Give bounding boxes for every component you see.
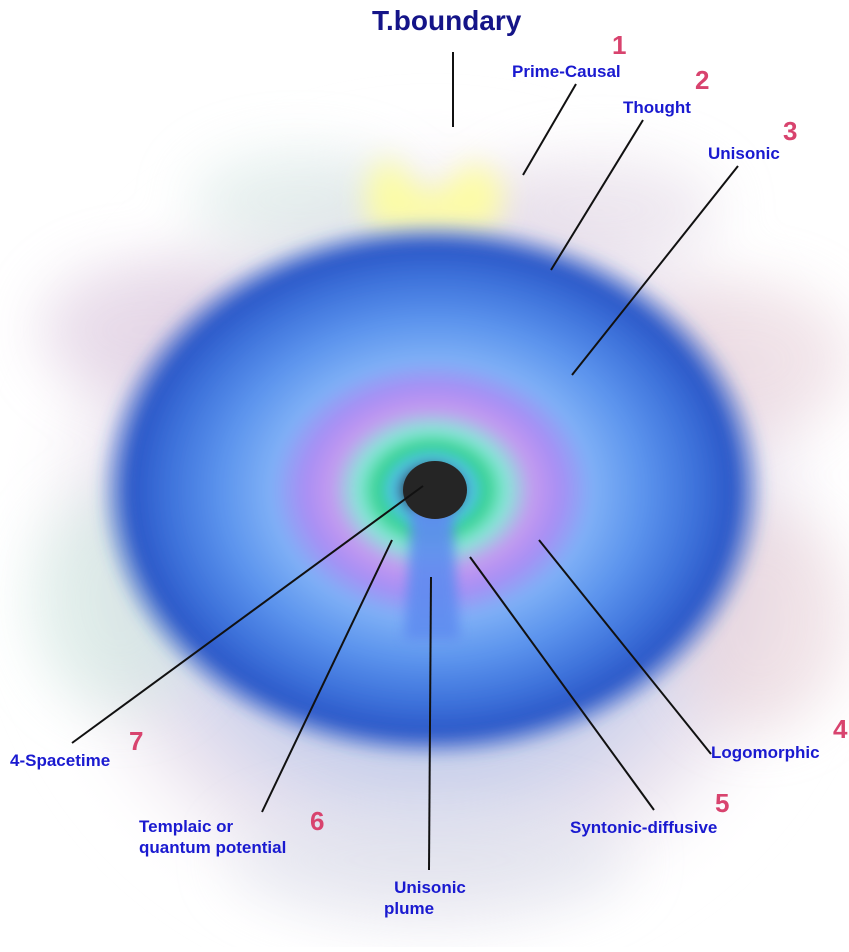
leader-lines: [71, 52, 739, 871]
leader-logomorphic: [538, 539, 712, 755]
label-syntonic-diffusive: Syntonic-diffusive: [570, 818, 718, 837]
number-6: 6: [310, 806, 325, 836]
label-4-spacetime: 4-Spacetime: [10, 751, 111, 770]
leader-spacetime: [71, 485, 424, 744]
top-yellow-glow: [365, 155, 505, 230]
label-unisonic-plume-line1: Unisonic: [394, 878, 466, 897]
leader-syntonic: [469, 556, 655, 811]
number-4: 4: [833, 714, 848, 744]
number-3: 3: [783, 116, 798, 146]
label-templaic-line2: quantum potential: [139, 838, 287, 857]
label-logomorphic: Logomorphic: [711, 743, 820, 762]
leader-templaic: [261, 539, 393, 813]
core: [403, 461, 467, 519]
number-1: 1: [612, 30, 627, 60]
label-prime-causal: Prime-Causal: [512, 62, 621, 81]
leader-thought: [550, 119, 644, 271]
diagram-title: T.boundary: [372, 5, 522, 36]
label-unisonic: Unisonic: [708, 144, 780, 163]
unisonic-plume-shape: [404, 505, 460, 640]
leader-prime-causal: [522, 83, 577, 176]
number-5: 5: [715, 788, 730, 818]
label-templaic-line1: Templaic or: [139, 817, 234, 836]
number-2: 2: [695, 65, 710, 95]
label-thought: Thought: [623, 98, 691, 117]
leader-plume: [428, 576, 432, 871]
label-unisonic-plume-line2: plume: [384, 899, 435, 918]
number-7: 7: [129, 726, 144, 756]
leader-unisonic: [571, 165, 739, 376]
